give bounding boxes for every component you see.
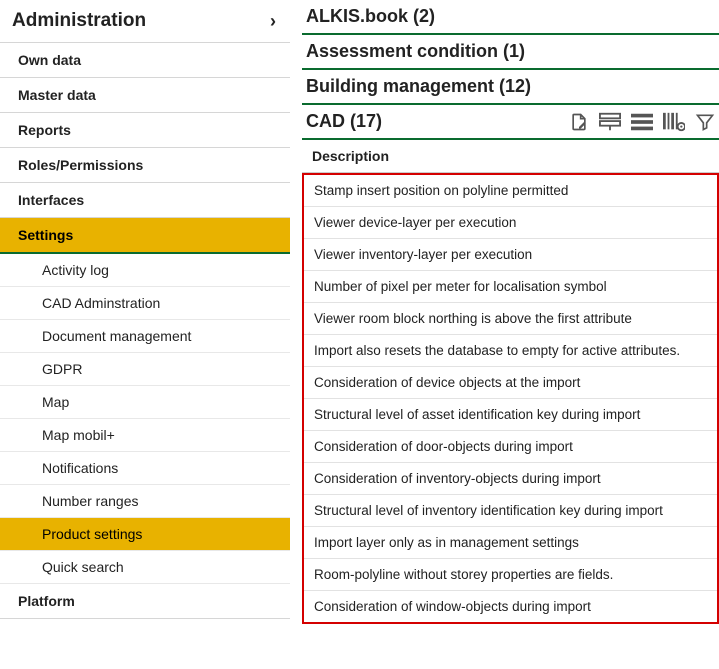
- section-title: Building management (12): [306, 76, 531, 97]
- sidebar-item-label: Interfaces: [18, 192, 84, 208]
- table-cell: Number of pixel per meter for localisati…: [314, 279, 607, 294]
- sidebar-item-label: Settings: [18, 227, 73, 243]
- table-cell: Structural level of inventory identifica…: [314, 503, 663, 518]
- table-cell: Room-polyline without storey properties …: [314, 567, 613, 582]
- sidebar-item-own-data[interactable]: Own data: [0, 43, 290, 78]
- sidebar-item-reports[interactable]: Reports: [0, 113, 290, 148]
- table-row[interactable]: Viewer inventory-layer per execution: [304, 238, 717, 270]
- table-row[interactable]: Room-polyline without storey properties …: [304, 558, 717, 590]
- cad-toolbar: [569, 112, 715, 132]
- cad-table-wrapper: Description Stamp insert position on pol…: [302, 140, 719, 624]
- filter-icon[interactable]: [695, 112, 715, 132]
- sidebar-sub-map-mobil[interactable]: Map mobil+: [0, 419, 290, 452]
- columns-settings-icon[interactable]: [663, 112, 685, 132]
- table-cell: Viewer device-layer per execution: [314, 215, 516, 230]
- table-row[interactable]: Structural level of inventory identifica…: [304, 494, 717, 526]
- sidebar-sub-label: Map mobil+: [42, 427, 115, 443]
- section-building-management[interactable]: Building management (12): [302, 70, 719, 105]
- table-cell: Structural level of asset identification…: [314, 407, 640, 422]
- sidebar-sub-gdpr[interactable]: GDPR: [0, 353, 290, 386]
- chevron-right-icon: ›: [270, 11, 276, 32]
- table-row[interactable]: Consideration of device objects at the i…: [304, 366, 717, 398]
- table-row[interactable]: Consideration of door-objects during imp…: [304, 430, 717, 462]
- sidebar-sub-product-settings[interactable]: Product settings: [0, 518, 290, 551]
- sidebar-item-interfaces[interactable]: Interfaces: [0, 183, 290, 218]
- sidebar-sub-label: Number ranges: [42, 493, 139, 509]
- sidebar-sub-notifications[interactable]: Notifications: [0, 452, 290, 485]
- sidebar-sub-document-management[interactable]: Document management: [0, 320, 290, 353]
- sidebar-item-master-data[interactable]: Master data: [0, 78, 290, 113]
- sidebar-sub-number-ranges[interactable]: Number ranges: [0, 485, 290, 518]
- sidebar-sub-label: CAD Adminstration: [42, 295, 160, 311]
- sidebar-sub-quick-search[interactable]: Quick search: [0, 551, 290, 584]
- section-assessment-condition[interactable]: Assessment condition (1): [302, 35, 719, 70]
- main-panel: ALKIS.book (2) Assessment condition (1) …: [290, 0, 719, 624]
- sidebar-item-platform[interactable]: Platform: [0, 584, 290, 619]
- sidebar-item-label: Roles/Permissions: [18, 157, 143, 173]
- cad-table-header: Description: [302, 140, 719, 173]
- sidebar-header[interactable]: Administration ›: [0, 0, 290, 43]
- table-row[interactable]: Structural level of asset identification…: [304, 398, 717, 430]
- sidebar-sub-cad-administration[interactable]: CAD Adminstration: [0, 287, 290, 320]
- sidebar-item-roles-permissions[interactable]: Roles/Permissions: [0, 148, 290, 183]
- sidebar-sub-label: Quick search: [42, 559, 124, 575]
- table-cell: Viewer inventory-layer per execution: [314, 247, 532, 262]
- table-cell: Viewer room block northing is above the …: [314, 311, 632, 326]
- sidebar-sub-label: Notifications: [42, 460, 118, 476]
- table-row[interactable]: Consideration of window-objects during i…: [304, 590, 717, 622]
- sidebar-item-label: Reports: [18, 122, 71, 138]
- section-alkis-book[interactable]: ALKIS.book (2): [302, 0, 719, 35]
- table-cell: Consideration of inventory-objects durin…: [314, 471, 601, 486]
- sidebar-item-label: Own data: [18, 52, 81, 68]
- table-cell: Consideration of window-objects during i…: [314, 599, 591, 614]
- sidebar-item-label: Master data: [18, 87, 96, 103]
- table-cell: Stamp insert position on polyline permit…: [314, 183, 568, 198]
- sidebar-sub-label: Map: [42, 394, 69, 410]
- sidebar-sub-label: Product settings: [42, 526, 142, 542]
- table-cell: Import layer only as in management setti…: [314, 535, 579, 550]
- table-cell: Import also resets the database to empty…: [314, 343, 680, 358]
- sidebar-sub-label: Activity log: [42, 262, 109, 278]
- view-cards-icon[interactable]: [599, 112, 621, 132]
- sidebar-item-label: Platform: [18, 593, 75, 609]
- table-row[interactable]: Import also resets the database to empty…: [304, 334, 717, 366]
- view-list-icon[interactable]: [631, 113, 653, 131]
- table-cell: Consideration of device objects at the i…: [314, 375, 580, 390]
- sidebar-title: Administration: [12, 10, 146, 32]
- table-row[interactable]: Import layer only as in management setti…: [304, 526, 717, 558]
- section-title: Assessment condition (1): [306, 41, 525, 62]
- cad-table: Stamp insert position on polyline permit…: [302, 173, 719, 624]
- section-cad[interactable]: CAD (17): [302, 105, 719, 140]
- table-row[interactable]: Number of pixel per meter for localisati…: [304, 270, 717, 302]
- sidebar-sub-activity-log[interactable]: Activity log: [0, 254, 290, 287]
- sidebar: Administration › Own data Master data Re…: [0, 0, 290, 624]
- table-row[interactable]: Stamp insert position on polyline permit…: [304, 175, 717, 206]
- sidebar-sub-map[interactable]: Map: [0, 386, 290, 419]
- sidebar-sub-label: Document management: [42, 328, 191, 344]
- table-row[interactable]: Consideration of inventory-objects durin…: [304, 462, 717, 494]
- sidebar-item-settings[interactable]: Settings: [0, 218, 290, 254]
- section-title: CAD (17): [306, 111, 382, 132]
- section-title: ALKIS.book (2): [306, 6, 435, 27]
- table-row[interactable]: Viewer device-layer per execution: [304, 206, 717, 238]
- table-cell: Consideration of door-objects during imp…: [314, 439, 573, 454]
- edit-page-icon[interactable]: [569, 112, 589, 132]
- table-row[interactable]: Viewer room block northing is above the …: [304, 302, 717, 334]
- sidebar-sub-label: GDPR: [42, 361, 82, 377]
